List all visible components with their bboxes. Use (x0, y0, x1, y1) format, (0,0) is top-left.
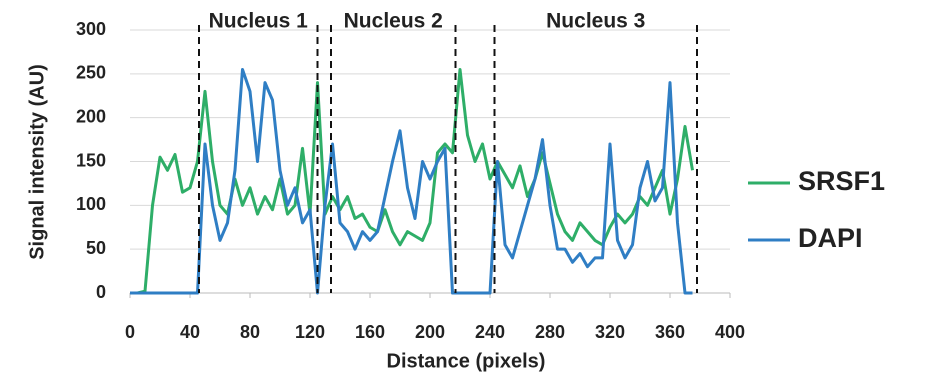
x-tick-label: 120 (295, 322, 325, 342)
y-tick-label: 50 (86, 238, 106, 258)
x-axis-label: Distance (pixels) (387, 350, 546, 372)
x-tick-label: 40 (180, 322, 200, 342)
y-tick-label: 100 (76, 194, 106, 214)
y-axis-label: Signal intensity (AU) (26, 64, 48, 260)
y-tick-label: 300 (76, 19, 106, 39)
x-tick-label: 200 (415, 322, 445, 342)
series-line (130, 67, 694, 295)
x-tick-label: 80 (240, 322, 260, 342)
x-tick-label: 0 (125, 322, 135, 342)
y-tick-label: 0 (96, 282, 106, 302)
annotation: Nucleus 1 (209, 10, 309, 33)
legend-label: DAPI (798, 223, 863, 253)
legend-label: SRSF1 (798, 166, 885, 196)
y-tick-label: 250 (76, 63, 106, 83)
x-tick-label: 400 (715, 322, 745, 342)
series-line (130, 67, 693, 295)
y-tick-label: 200 (76, 106, 106, 126)
x-tick-label: 160 (355, 322, 385, 342)
x-tick-label: 240 (475, 322, 505, 342)
x-tick-label: 360 (655, 322, 685, 342)
x-tick-label: 280 (535, 322, 565, 342)
y-tick-label: 150 (76, 150, 106, 170)
x-tick-label: 320 (595, 322, 625, 342)
annotation: Nucleus 2 (344, 10, 443, 33)
annotation: Nucleus 3 (546, 10, 645, 33)
